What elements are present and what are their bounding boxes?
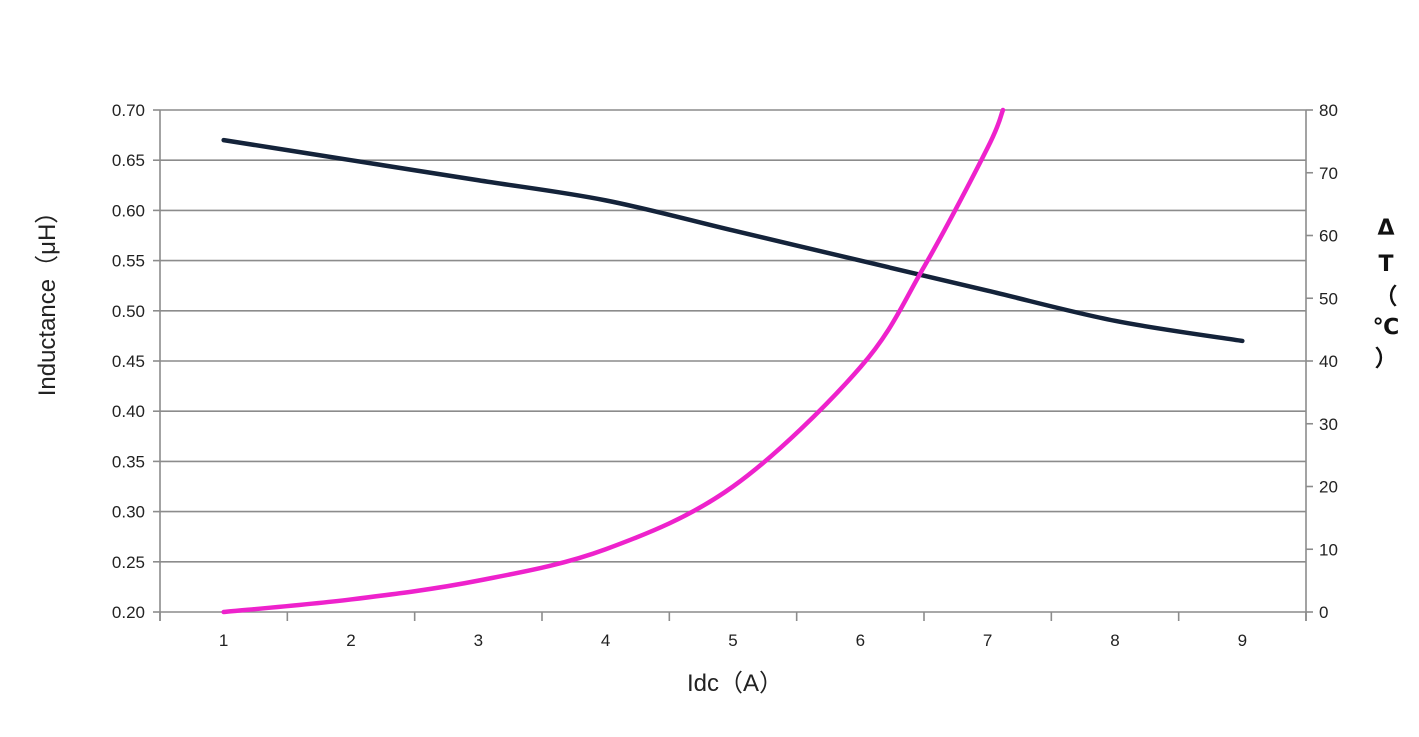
x-axis-title: Idc（A） bbox=[687, 670, 783, 697]
y2-axis-title-char: ） bbox=[1375, 347, 1397, 372]
y-tick-labels: 0.20 0.25 0.30 0.35 0.40 0.45 0.50 0.55 0.60 0.65… bbox=[112, 101, 145, 622]
y2-tick-label: 80 bbox=[1319, 101, 1338, 120]
y2-tick-label: 70 bbox=[1319, 164, 1338, 183]
y-tick-label: 0.70 bbox=[112, 101, 145, 120]
x-tick-label: 4 bbox=[601, 631, 610, 650]
series-line-inductance bbox=[221, 137, 1245, 344]
series-line-temperature-rise bbox=[221, 107, 1006, 615]
gridlines bbox=[160, 109, 1306, 613]
y-axis-title: Inductance（μH） bbox=[34, 200, 61, 397]
x-tick-labels: 1 2 3 4 5 6 7 8 9 bbox=[219, 631, 1247, 650]
x-tick-label: 1 bbox=[219, 631, 228, 650]
y-tick-label: 0.30 bbox=[112, 503, 145, 522]
series-lines bbox=[221, 107, 1245, 615]
y-tick-label: 0.60 bbox=[112, 201, 145, 220]
x-tick-label: 9 bbox=[1238, 631, 1247, 650]
x-tick-label: 2 bbox=[346, 631, 355, 650]
y2-tick-label: 50 bbox=[1319, 289, 1338, 308]
y-tick-label: 0.65 bbox=[112, 151, 145, 170]
y-tick-label: 0.40 bbox=[112, 402, 145, 421]
y2-tick-label: 20 bbox=[1319, 478, 1338, 497]
x-tick-label: 7 bbox=[983, 631, 992, 650]
x-tick-label: 8 bbox=[1110, 631, 1119, 650]
axes bbox=[153, 109, 1313, 621]
y2-axis-title-char: ℃ bbox=[1373, 315, 1400, 340]
y-tick-label: 0.25 bbox=[112, 553, 145, 572]
y2-axis-title-char: T bbox=[1378, 252, 1393, 277]
x-tick-label: 5 bbox=[728, 631, 737, 650]
y-tick-label: 0.20 bbox=[112, 603, 145, 622]
y2-tick-label: 60 bbox=[1319, 227, 1338, 246]
y2-tick-label: 0 bbox=[1319, 603, 1328, 622]
x-tick-label: 3 bbox=[474, 631, 483, 650]
y2-axis-title: ΔT （ ℃ ） bbox=[1373, 216, 1400, 372]
y2-tick-label: 40 bbox=[1319, 352, 1338, 371]
x-tick-label: 6 bbox=[856, 631, 865, 650]
y2-tick-label: 30 bbox=[1319, 415, 1338, 434]
y2-axis-title-char: （ bbox=[1375, 285, 1397, 310]
y-tick-label: 0.45 bbox=[112, 352, 145, 371]
y-tick-label: 0.50 bbox=[112, 302, 145, 321]
y2-tick-labels: 0 10 20 30 40 50 60 70 80 bbox=[1319, 101, 1338, 622]
y-tick-label: 0.35 bbox=[112, 452, 145, 471]
y-tick-label: 0.55 bbox=[112, 252, 145, 271]
y2-axis-title-char: Δ bbox=[1377, 216, 1394, 241]
y2-tick-label: 10 bbox=[1319, 540, 1338, 559]
